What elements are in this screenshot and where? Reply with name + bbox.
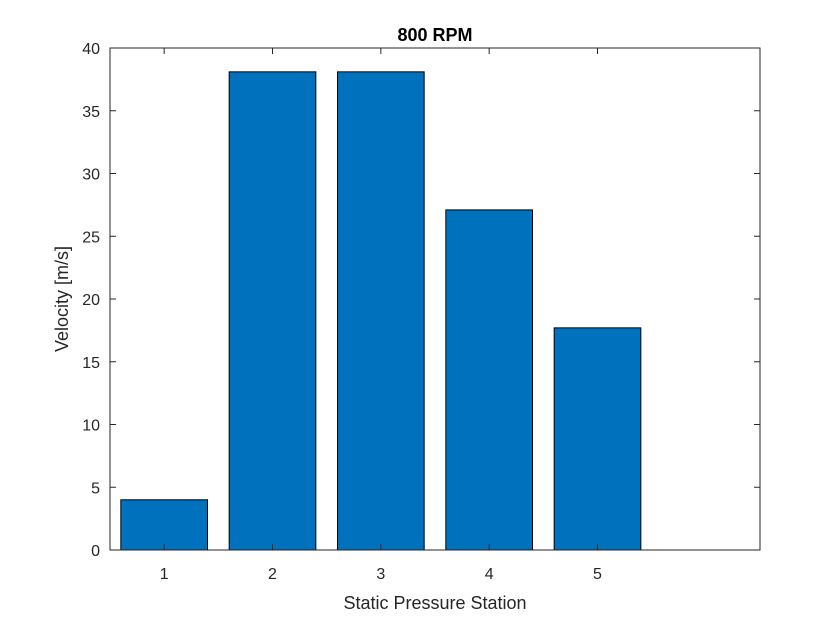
y-tick-label: 10 [82,418,100,435]
x-tick-label: 4 [485,566,494,583]
y-tick-label: 5 [91,480,100,497]
x-tick-label: 2 [268,566,277,583]
y-tick-label: 40 [82,41,100,58]
bar-station-3 [337,71,425,551]
y-axis-ticks: 0 5 10 15 20 25 30 35 40 [82,41,760,560]
y-tick-label: 30 [82,167,100,184]
y-tick-label: 20 [82,292,100,309]
bar-station-1 [120,499,208,551]
x-tick-label: 5 [593,566,602,583]
y-tick-label: 0 [91,543,100,560]
plot-area [110,48,760,550]
x-axis-ticks: 1 2 3 4 5 [160,48,602,583]
chart-title: 800 RPM [397,25,472,45]
y-axis-label: Velocity [m/s] [52,246,72,352]
x-axis-label: Static Pressure Station [343,593,526,613]
bar-station-5 [553,327,642,551]
x-tick-label: 1 [160,566,169,583]
y-tick-label: 35 [82,104,100,121]
bar-station-2 [228,71,317,551]
y-tick-label: 15 [82,355,100,372]
y-tick-label: 25 [82,229,100,246]
bar-station-4 [445,209,534,551]
x-tick-label: 3 [376,566,385,583]
bars-group [120,71,642,551]
